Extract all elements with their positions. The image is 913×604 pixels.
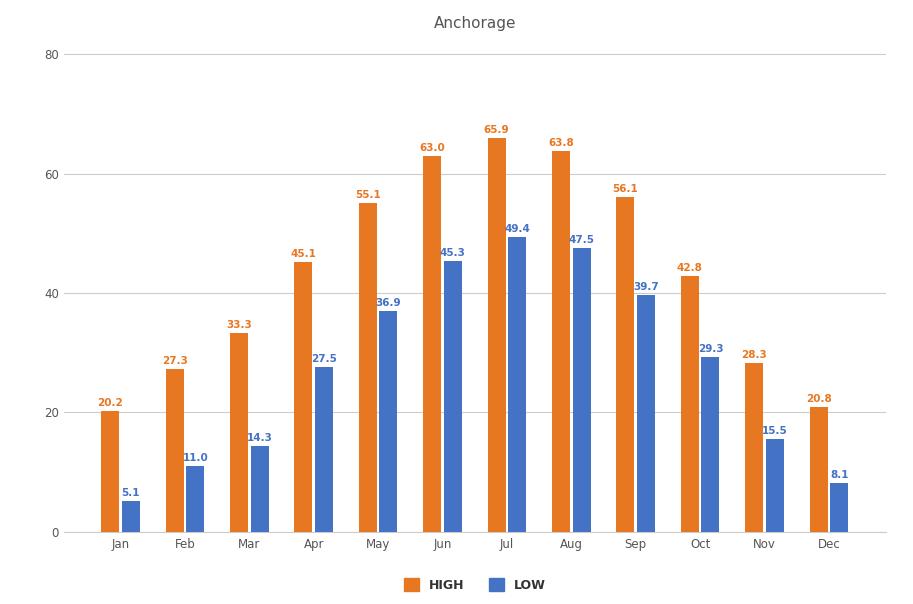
Bar (165, 368, 184, 532)
Text: 11.0: 11.0 (183, 453, 208, 463)
Text: 49.4: 49.4 (504, 224, 530, 234)
Text: 28.3: 28.3 (741, 350, 767, 360)
Text: 29.3: 29.3 (698, 344, 723, 354)
Text: 63.8: 63.8 (548, 138, 574, 148)
Title: Anchorage: Anchorage (434, 16, 516, 31)
Text: 47.5: 47.5 (569, 235, 594, 245)
Text: 36.9: 36.9 (375, 298, 402, 309)
Bar (572, 248, 591, 532)
Text: 39.7: 39.7 (634, 281, 659, 292)
Text: 8.1: 8.1 (830, 470, 848, 480)
Bar (616, 197, 635, 532)
Text: 20.8: 20.8 (806, 394, 832, 405)
Text: 45.1: 45.1 (290, 249, 317, 260)
Bar (295, 262, 312, 532)
Bar (810, 408, 828, 532)
Bar (251, 446, 268, 532)
Text: 45.3: 45.3 (440, 248, 466, 259)
Bar (380, 312, 397, 532)
Text: 20.2: 20.2 (98, 398, 123, 408)
Bar (552, 151, 570, 532)
Text: 42.8: 42.8 (677, 263, 703, 273)
Bar (186, 466, 205, 532)
Bar (681, 276, 698, 532)
Bar (121, 501, 140, 532)
Text: 15.5: 15.5 (762, 426, 788, 436)
Bar (101, 411, 120, 532)
Text: 27.5: 27.5 (311, 355, 337, 364)
Text: 65.9: 65.9 (484, 126, 509, 135)
Bar (637, 295, 655, 532)
Bar (315, 367, 333, 532)
Text: 14.3: 14.3 (247, 433, 273, 443)
Bar (745, 362, 763, 532)
Bar (444, 262, 462, 532)
Bar (766, 439, 784, 532)
Legend: HIGH, LOW: HIGH, LOW (397, 572, 552, 598)
Text: 55.1: 55.1 (355, 190, 381, 200)
Bar (701, 357, 719, 532)
Bar (359, 203, 377, 532)
Bar (830, 483, 848, 532)
Text: 27.3: 27.3 (162, 356, 187, 365)
Text: 63.0: 63.0 (419, 143, 446, 153)
Bar (230, 333, 248, 532)
Bar (424, 156, 441, 532)
Text: 56.1: 56.1 (613, 184, 638, 194)
Bar (488, 138, 506, 532)
Text: 33.3: 33.3 (226, 320, 252, 330)
Text: 5.1: 5.1 (121, 488, 140, 498)
Bar (509, 237, 526, 532)
